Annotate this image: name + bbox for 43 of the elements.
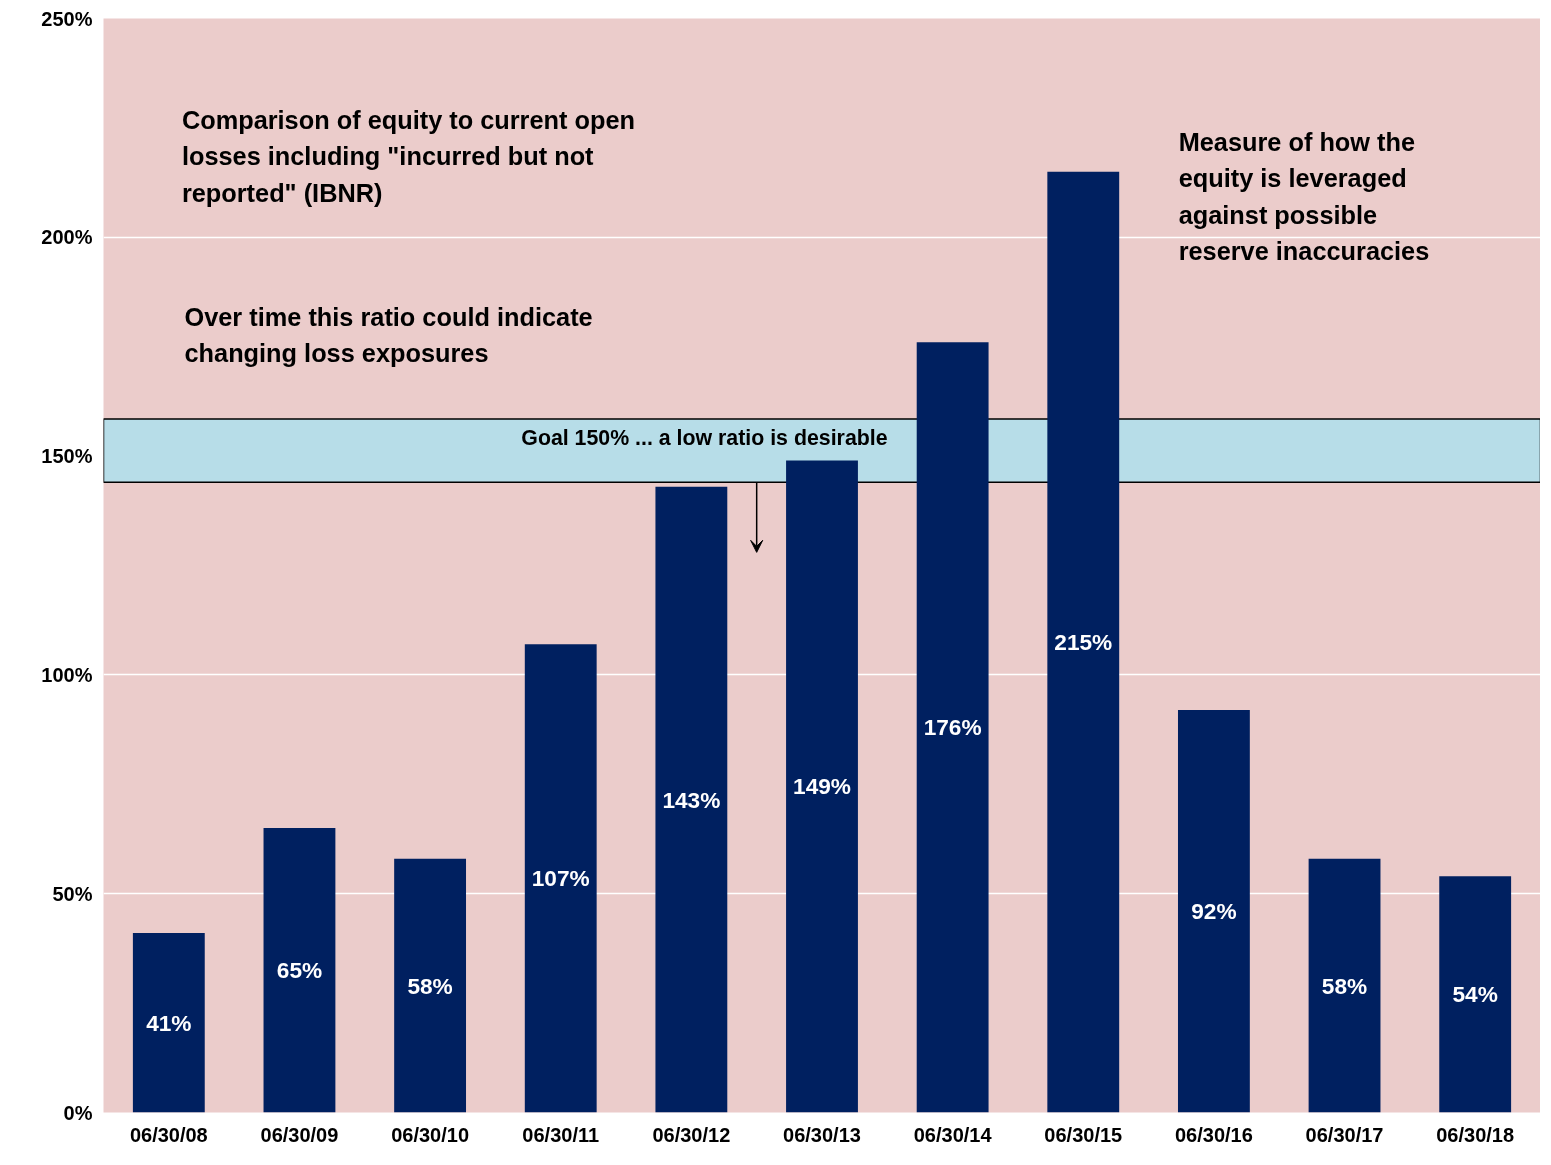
x-tick-label: 06/30/12 (652, 1123, 731, 1146)
band-label: Goal 150% ... a low ratio is desirable (521, 425, 888, 450)
y-tick-label: 0% (63, 1101, 93, 1124)
bar (263, 828, 336, 1113)
annotation: Over time this ratio could indicate changing loss exposures (184, 302, 593, 368)
data-label: 65% (276, 957, 323, 984)
x-tick-label: 06/30/16 (1174, 1123, 1253, 1146)
x-tick-label: 06/30/09 (260, 1123, 339, 1146)
bar (786, 460, 858, 1113)
bar (394, 858, 467, 1113)
data-label: 92% (1191, 898, 1237, 925)
data-label: 176% (923, 714, 982, 741)
x-tick-label: 06/30/08 (129, 1123, 208, 1146)
data-label: 215% (1054, 629, 1113, 656)
bar (1439, 876, 1512, 1113)
x-tick-label: 06/30/18 (1436, 1123, 1515, 1146)
bar (1047, 171, 1120, 1113)
y-tick-label: 100% (41, 663, 93, 686)
bar (132, 933, 205, 1113)
annotation: Comparison of equity to current open losses including "incurred but not reported" (IBNR) (181, 106, 636, 207)
x-tick-label: 06/30/10 (391, 1123, 470, 1146)
data-label: 41% (146, 1009, 192, 1036)
bar (524, 644, 597, 1113)
bar (1177, 709, 1250, 1113)
x-tick-label: 06/30/13 (783, 1123, 861, 1146)
bar (655, 486, 728, 1113)
y-tick-label: 200% (41, 226, 93, 249)
data-label: 58% (407, 972, 453, 999)
data-label: 58% (1321, 972, 1368, 999)
bar (916, 342, 989, 1113)
y-tick-label: 150% (41, 445, 93, 468)
bar (1308, 858, 1381, 1113)
annotation: Measure of how the equity is leveraged against possible reserve inaccuracies (1178, 127, 1430, 266)
y-tick-label: 50% (52, 882, 93, 905)
data-label: 149% (793, 773, 851, 800)
x-tick-label: 06/30/14 (913, 1123, 993, 1146)
data-label: 54% (1452, 981, 1498, 1008)
y-tick-label: 250% (41, 7, 93, 30)
x-tick-label: 06/30/15 (1044, 1123, 1123, 1146)
data-label: 143% (662, 786, 721, 813)
x-tick-label: 06/30/17 (1305, 1123, 1384, 1146)
x-tick-label: 06/30/11 (522, 1123, 600, 1146)
data-label: 107% (531, 865, 590, 892)
